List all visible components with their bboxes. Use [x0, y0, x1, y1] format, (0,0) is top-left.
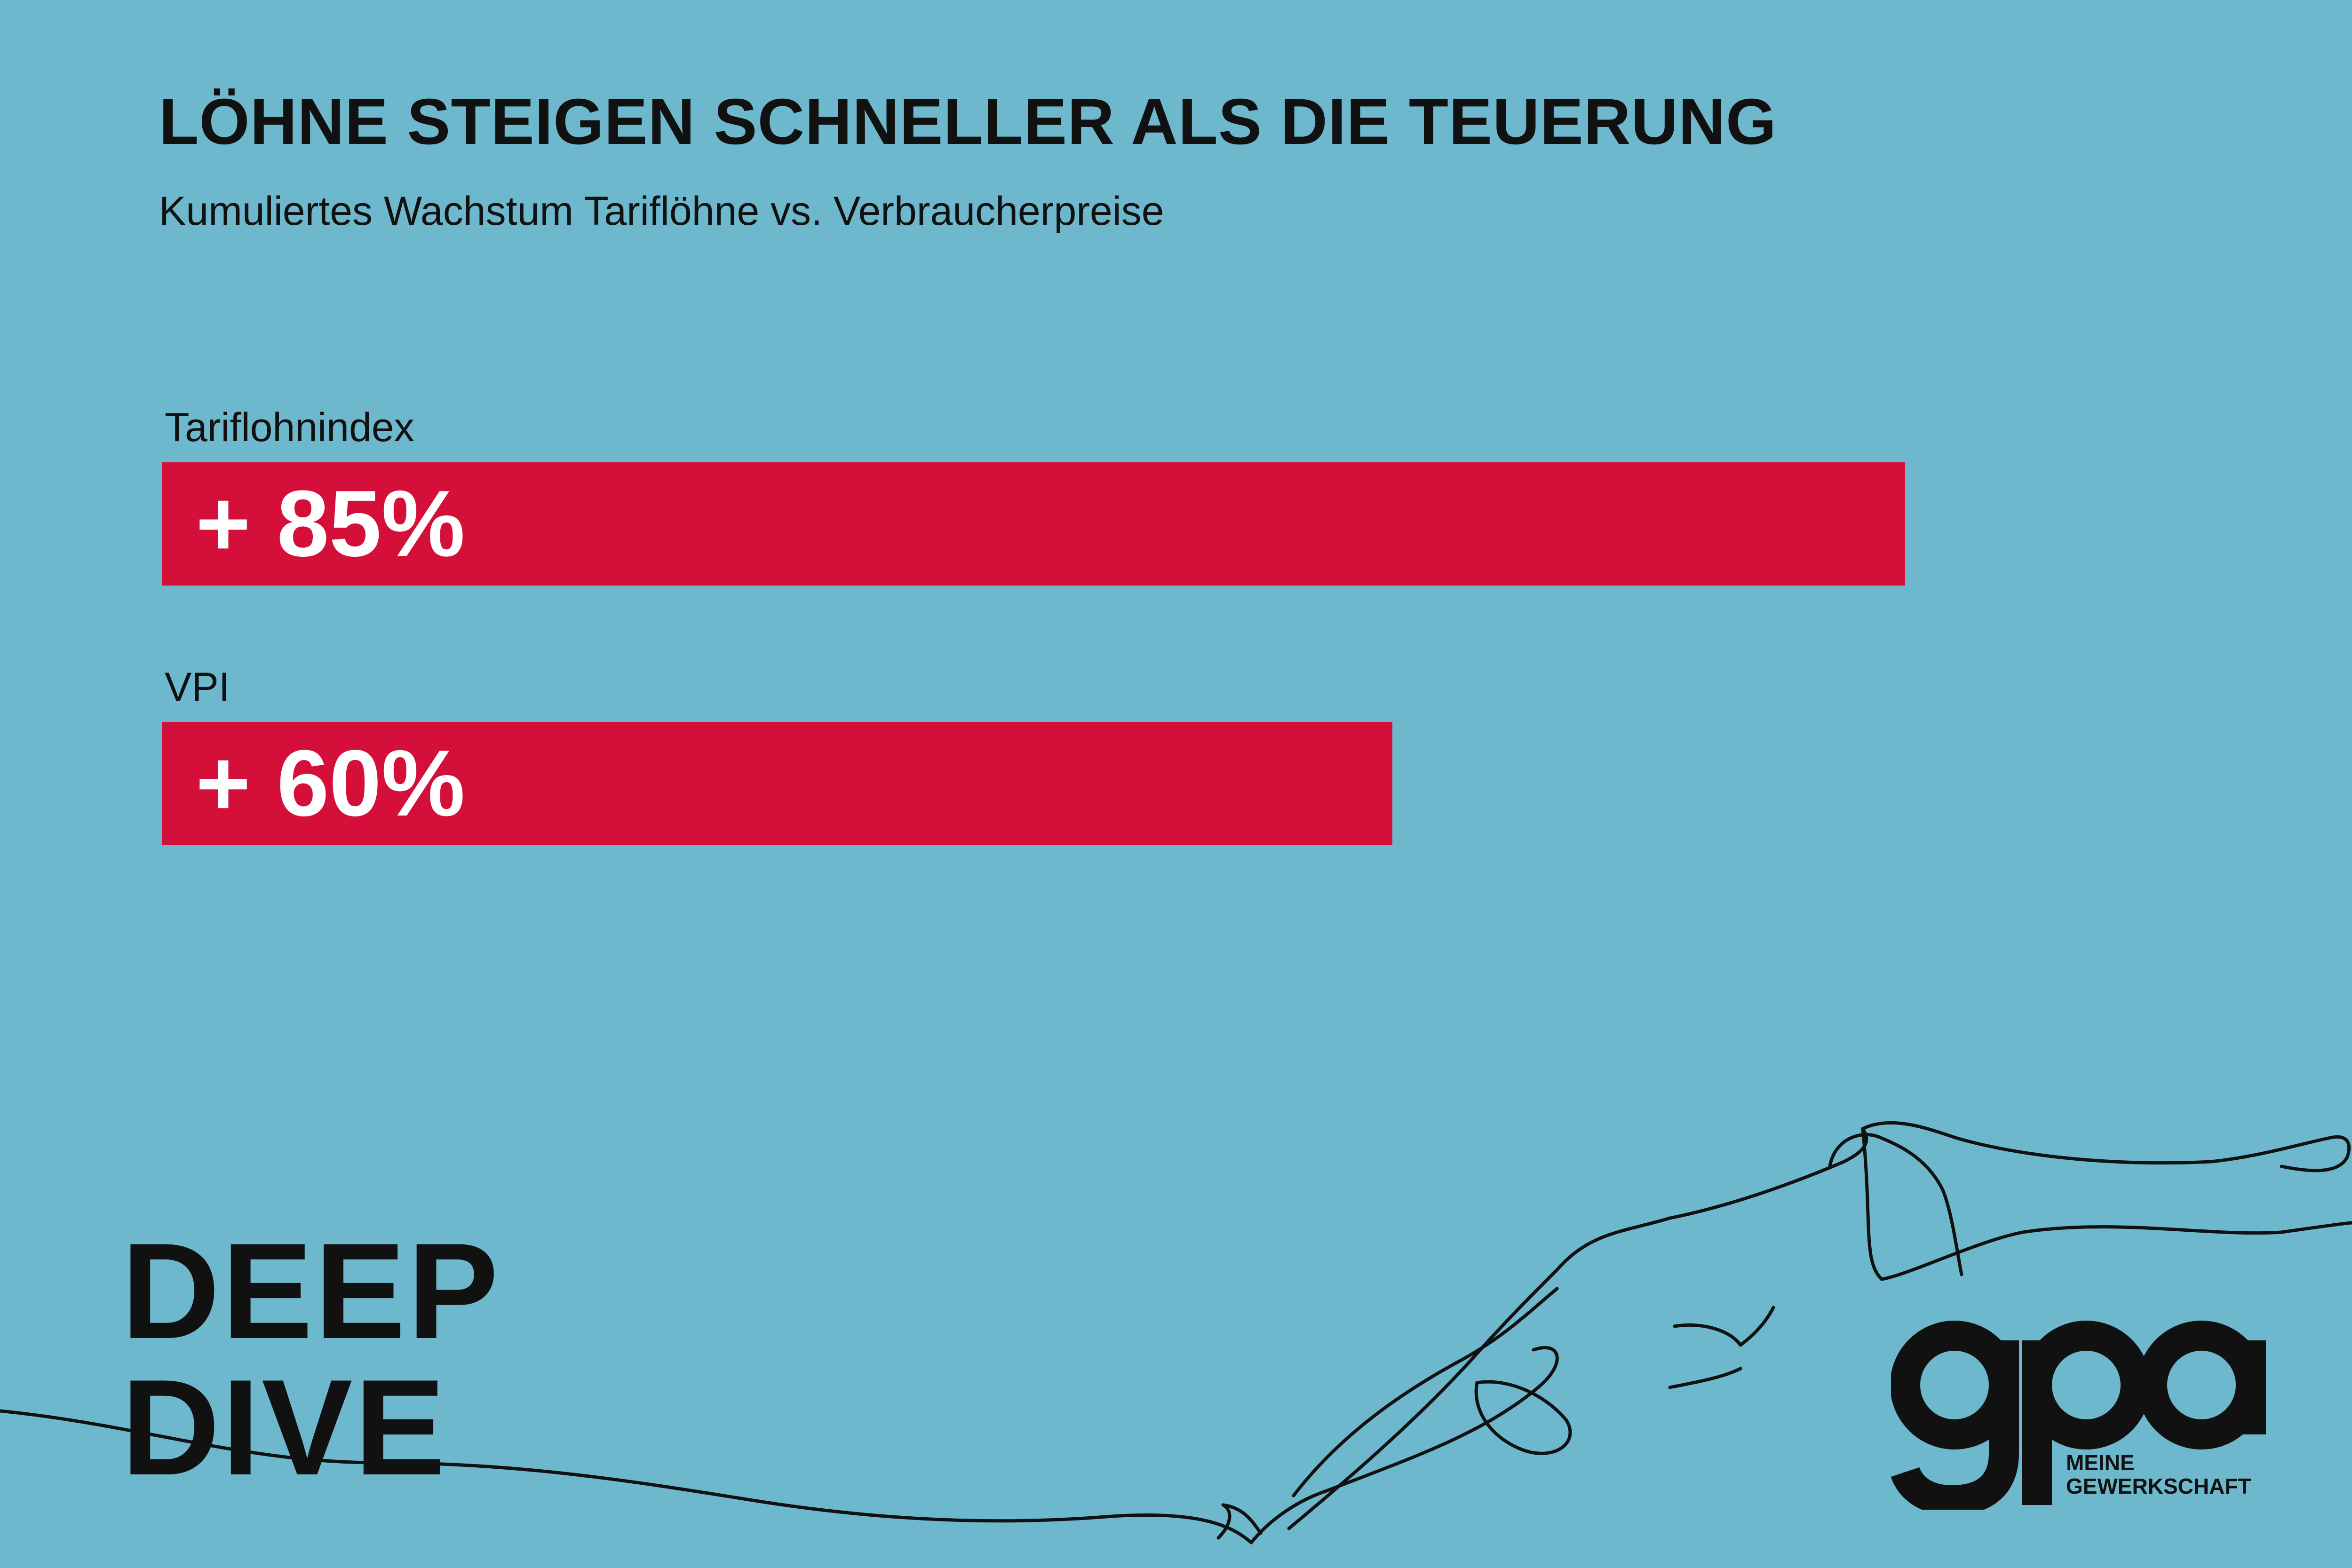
- bar-label-0: Tariflohnindex: [165, 405, 414, 450]
- logo-tagline-line-2: GEWERKSCHAFT: [2066, 1474, 2251, 1498]
- chart-title: LÖHNE STEIGEN SCHNELLER ALS DIE TEUERUNG: [159, 86, 1777, 158]
- bar-value-label-0: + 85%: [196, 471, 465, 576]
- logo-tagline-line-1: MEINE: [2066, 1450, 2135, 1475]
- bar-1: + 60%: [162, 722, 1392, 845]
- bar-value-label-1: + 60%: [196, 731, 465, 836]
- deep-dive-line-1: DEEP: [121, 1215, 501, 1367]
- bar-0: + 85%: [162, 462, 1905, 586]
- chart-subtitle: Kumuliertes Wachstum Tariflöhne vs. Verb…: [159, 189, 1164, 234]
- gpa-logo: gpa: [1891, 1321, 2266, 1510]
- deep-dive-line-2: DIVE: [121, 1351, 447, 1504]
- deep-dive-wordmark: DEEP DIVE: [121, 1223, 501, 1496]
- bar-label-1: VPI: [165, 665, 230, 710]
- logo-tagline: MEINE GEWERKSCHAFT: [2066, 1451, 2251, 1498]
